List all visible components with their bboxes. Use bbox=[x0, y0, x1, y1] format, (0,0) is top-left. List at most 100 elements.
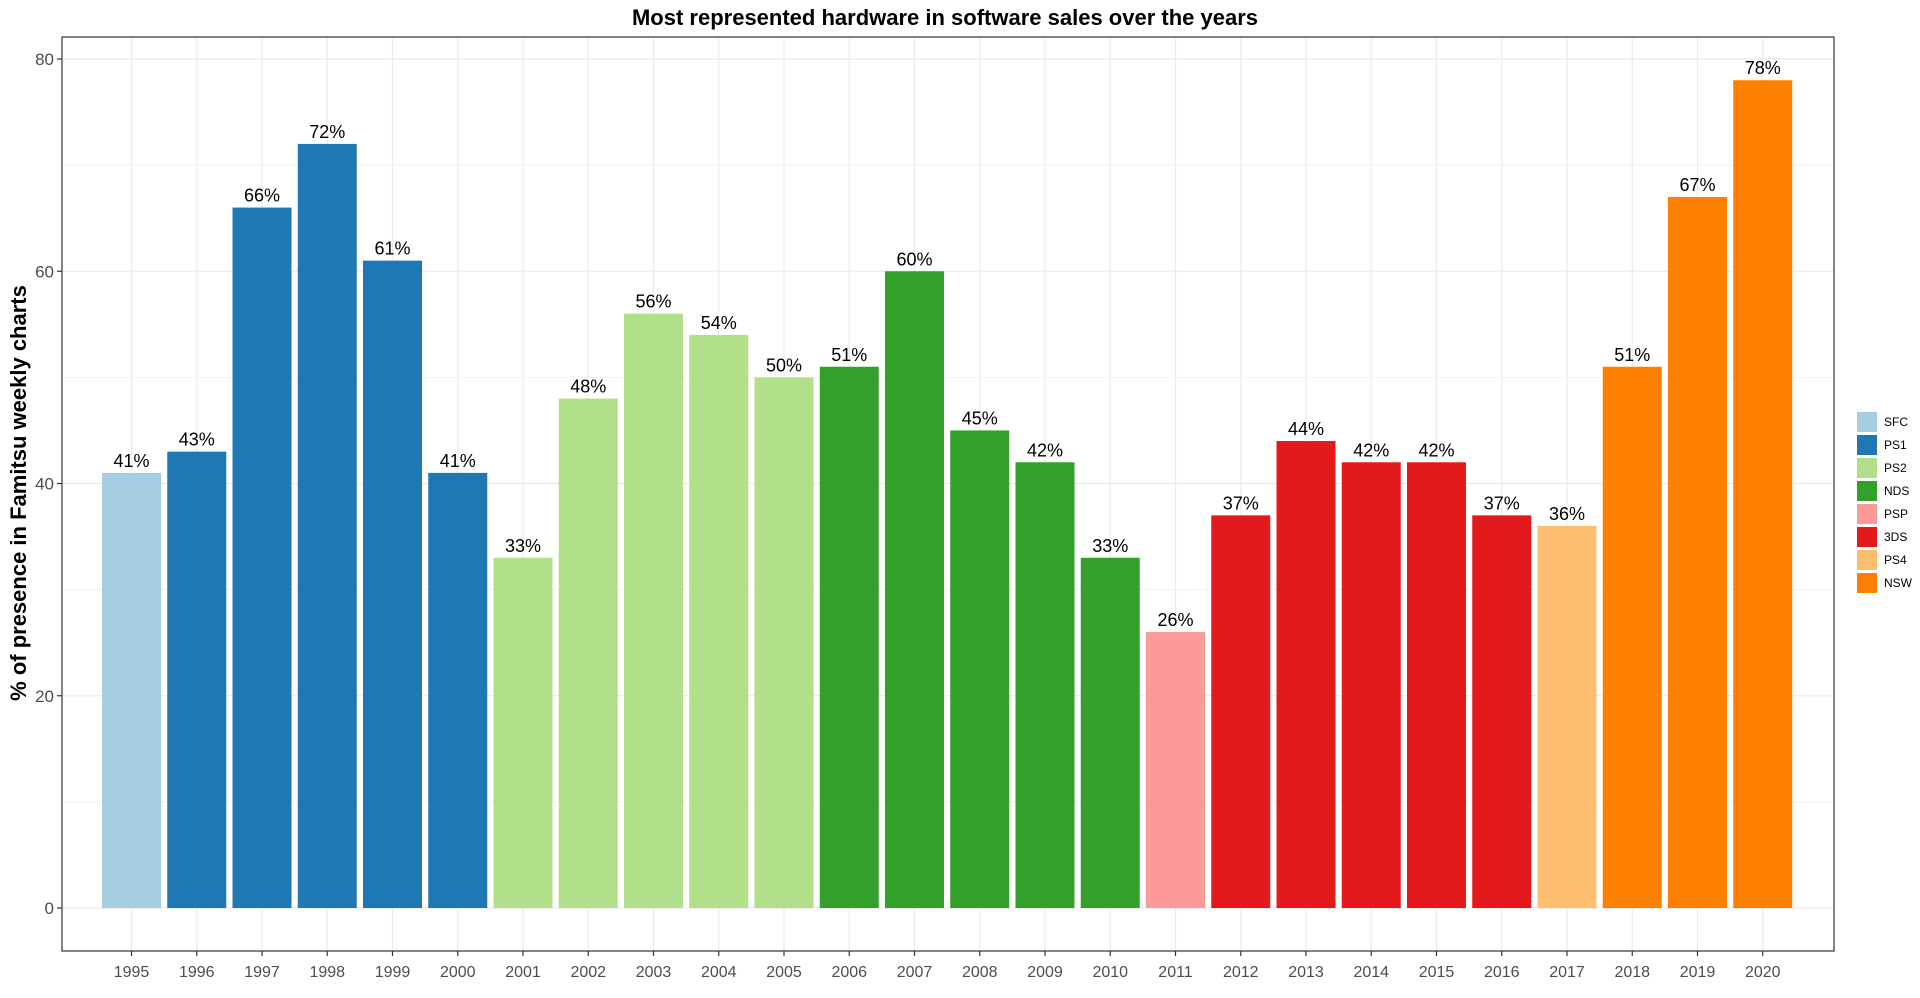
data-label-2009: 42% bbox=[1027, 440, 1063, 460]
data-label-2018: 51% bbox=[1614, 345, 1650, 365]
legend-swatch-PS4 bbox=[1857, 550, 1877, 570]
legend-label-SFC: SFC bbox=[1884, 415, 1908, 429]
data-label-2002: 48% bbox=[570, 377, 606, 397]
x-tick-label: 2014 bbox=[1353, 964, 1389, 981]
data-label-2010: 33% bbox=[1092, 536, 1128, 556]
bar-2005 bbox=[754, 377, 814, 908]
y-axis-ticks: 0 20 40 60 80 bbox=[35, 50, 62, 918]
bar-2015 bbox=[1407, 462, 1466, 908]
legend-label-PS4: PS4 bbox=[1884, 553, 1907, 567]
x-tick-label: 2017 bbox=[1549, 964, 1585, 981]
y-tick-label: 60 bbox=[35, 262, 54, 281]
legend: SFC PS1 PS2 NDS PSP 3DS PS4 NSW bbox=[1857, 412, 1913, 593]
legend-swatch-PSP bbox=[1857, 504, 1877, 524]
data-label-2011: 26% bbox=[1157, 610, 1193, 630]
bar-2014 bbox=[1341, 462, 1401, 908]
legend-label-PS2: PS2 bbox=[1884, 461, 1907, 475]
bar-2018 bbox=[1602, 366, 1662, 908]
x-tick-label: 1995 bbox=[114, 964, 150, 981]
data-label-2003: 56% bbox=[635, 292, 671, 312]
legend-label-NDS: NDS bbox=[1884, 484, 1909, 498]
bar-2020 bbox=[1733, 80, 1793, 909]
bar-2008 bbox=[950, 430, 1010, 908]
bar-2006 bbox=[819, 366, 879, 908]
data-label-2016: 37% bbox=[1484, 493, 1520, 513]
data-label-2017: 36% bbox=[1549, 504, 1585, 524]
x-tick-label: 2001 bbox=[505, 964, 541, 981]
data-label-1996: 43% bbox=[179, 430, 215, 450]
x-tick-label: 2002 bbox=[570, 964, 606, 981]
bar-2016 bbox=[1472, 515, 1532, 908]
x-tick-label: 2019 bbox=[1680, 964, 1716, 981]
bar-2017 bbox=[1537, 525, 1597, 908]
y-tick-label: 20 bbox=[35, 687, 54, 706]
legend-swatch-PS2 bbox=[1857, 458, 1877, 478]
legend-swatch-NSW bbox=[1857, 573, 1877, 593]
y-tick-label: 40 bbox=[35, 475, 54, 494]
legend-swatch-PS1 bbox=[1857, 435, 1877, 455]
bar-2009 bbox=[1015, 462, 1075, 908]
bar-2007 bbox=[885, 271, 944, 908]
data-label-2014: 42% bbox=[1353, 440, 1389, 460]
legend-label-NSW: NSW bbox=[1884, 576, 1913, 590]
x-tick-label: 2000 bbox=[440, 964, 476, 981]
data-label-1997: 66% bbox=[244, 186, 280, 206]
x-tick-label: 2013 bbox=[1288, 964, 1324, 981]
data-label-2012: 37% bbox=[1223, 493, 1259, 513]
legend-swatch-3DS bbox=[1857, 527, 1877, 547]
x-tick-label: 2009 bbox=[1027, 964, 1063, 981]
x-tick-label: 2008 bbox=[962, 964, 998, 981]
plot-border bbox=[61, 36, 1835, 952]
bar-2010 bbox=[1080, 557, 1140, 908]
bar-2003 bbox=[624, 313, 683, 908]
x-tick-label: 2007 bbox=[897, 964, 933, 981]
y-axis-label: % of presence in Famitsu weekly charts bbox=[6, 285, 31, 701]
data-label-2013: 44% bbox=[1288, 419, 1324, 439]
data-label-2000: 41% bbox=[440, 451, 476, 471]
bar-1999 bbox=[363, 260, 422, 908]
bar-2011 bbox=[1146, 632, 1205, 908]
bar-2019 bbox=[1668, 196, 1727, 908]
legend-label-3DS: 3DS bbox=[1884, 530, 1907, 544]
bar-2012 bbox=[1211, 515, 1271, 908]
x-tick-label: 2011 bbox=[1158, 964, 1193, 981]
x-tick-label: 2020 bbox=[1745, 964, 1781, 981]
bar-2013 bbox=[1276, 441, 1336, 908]
x-tick-label: 1998 bbox=[309, 964, 345, 981]
y-tick-label: 0 bbox=[45, 899, 54, 918]
data-label-1995: 41% bbox=[113, 451, 149, 471]
bar-2004 bbox=[689, 334, 749, 908]
data-label-2001: 33% bbox=[505, 536, 541, 556]
x-tick-label: 2003 bbox=[636, 964, 672, 981]
bar-1996 bbox=[167, 451, 227, 908]
x-tick-label: 2010 bbox=[1092, 964, 1128, 981]
data-label-2004: 54% bbox=[701, 313, 737, 333]
data-label-2008: 45% bbox=[962, 408, 998, 428]
bar-2000 bbox=[428, 472, 488, 908]
data-label-2019: 67% bbox=[1679, 175, 1715, 195]
legend-label-PSP: PSP bbox=[1884, 507, 1908, 521]
bar-2001 bbox=[493, 557, 553, 908]
bar-1998 bbox=[297, 143, 357, 908]
x-axis-ticks: 1995 1996 1997 1998 1999 2000 2001 2002 2003 2004… bbox=[114, 951, 1781, 981]
data-label-2006: 51% bbox=[831, 345, 867, 365]
legend-swatch-NDS bbox=[1857, 481, 1877, 501]
data-label-2020: 78% bbox=[1745, 58, 1781, 78]
data-label-2015: 42% bbox=[1418, 440, 1454, 460]
x-tick-label: 2012 bbox=[1223, 964, 1259, 981]
x-tick-label: 2016 bbox=[1484, 964, 1520, 981]
y-tick-label: 80 bbox=[35, 50, 54, 69]
x-tick-label: 2004 bbox=[701, 964, 737, 981]
bars bbox=[102, 80, 1793, 909]
bar-2002 bbox=[558, 398, 618, 908]
x-tick-label: 1999 bbox=[375, 964, 411, 981]
bar-1995 bbox=[102, 472, 161, 908]
data-label-1998: 72% bbox=[309, 122, 345, 142]
x-tick-label: 2006 bbox=[831, 964, 867, 981]
legend-label-PS1: PS1 bbox=[1884, 438, 1907, 452]
bar-1997 bbox=[232, 207, 292, 908]
x-tick-label: 1996 bbox=[179, 964, 215, 981]
x-tick-label: 2015 bbox=[1419, 964, 1455, 981]
x-tick-label: 1997 bbox=[244, 964, 280, 981]
